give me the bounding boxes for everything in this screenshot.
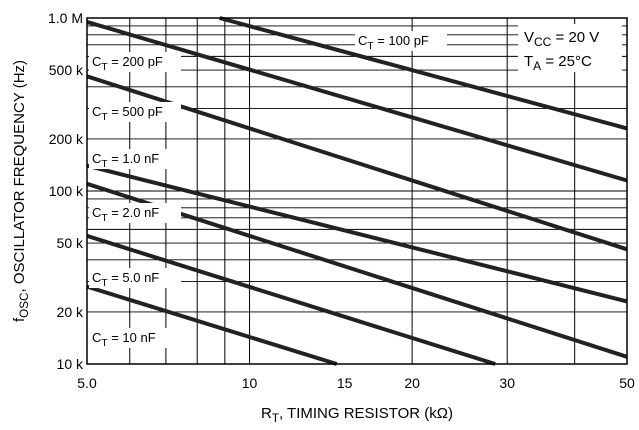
y-axis-title: fOSC, OSCILLATOR FREQUENCY (Hz) (11, 60, 31, 322)
series-label-bg (355, 31, 447, 51)
y-tick-label: 200 k (49, 131, 84, 147)
series-labels: CT = 100 pF CT = 200 pF CT = 500 pF CT = 1.… (89, 31, 447, 349)
series-label-bg (89, 149, 181, 169)
y-tick-label: 10 k (57, 356, 84, 372)
series-label-bg (89, 203, 181, 223)
y-tick-label: 20 k (57, 304, 84, 320)
y-tick-label: 1.0 M (48, 10, 83, 26)
series-label: CT = 500 pF (92, 104, 163, 123)
y-tick-label: 100 k (49, 183, 84, 199)
condition-label: TA = 25°C (524, 53, 592, 73)
series-line (86, 19, 628, 183)
series-label: CT = 2.0 nF (92, 205, 159, 224)
x-tick-label: 15 (337, 375, 353, 391)
series-label: CT = 1.0 nF (92, 151, 159, 170)
series-line (219, 16, 628, 131)
axes: 5.0 10 15 20 30 50 10 k 20 k 50 k 100 k 200 k 500 k… (11, 10, 635, 425)
x-tick-label: 10 (242, 375, 258, 391)
x-tick-label: 5.0 (77, 375, 97, 391)
x-tick-label: 20 (404, 375, 420, 391)
y-tick-label: 500 k (49, 62, 84, 78)
plot-frame (86, 17, 628, 365)
series-label-bg (89, 52, 181, 72)
x-axis-title: RT, TIMING RESISTOR (kΩ) (261, 405, 453, 425)
series-label-bg (89, 268, 181, 288)
y-tick-label: 50 k (57, 235, 84, 251)
series-label: CT = 5.0 nF (92, 270, 159, 289)
series-label: CT = 200 pF (92, 54, 163, 73)
series-label-bg (89, 102, 181, 122)
series-line (86, 233, 496, 366)
series-label: CT = 100 pF (358, 33, 429, 52)
conditions: VCC = 20 V TA = 25°C (518, 24, 622, 73)
series-label: CT = 10 nF (92, 330, 156, 349)
x-tick-label: 30 (499, 375, 515, 391)
series-line (86, 284, 338, 366)
conditions-bg (518, 24, 622, 72)
condition-label: VCC = 20 V (524, 29, 599, 49)
series-line (86, 163, 628, 304)
series-label-bg (89, 328, 181, 348)
x-tick-label: 50 (619, 375, 635, 391)
